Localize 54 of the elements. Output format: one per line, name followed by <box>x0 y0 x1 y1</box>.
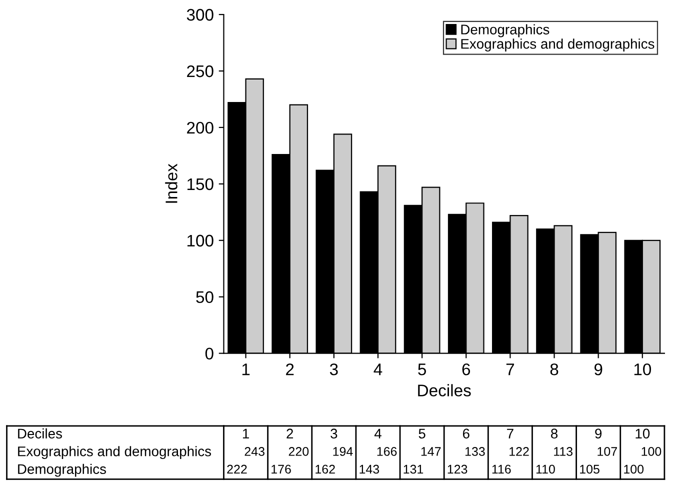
y-tick-label: 200 <box>187 122 214 134</box>
data-label: 220 <box>288 447 309 456</box>
x-tick-label: 9 <box>594 363 602 376</box>
x-tick-label: 4 <box>374 364 382 376</box>
data-label: 100 <box>642 447 662 456</box>
data-label: 162 <box>316 464 335 474</box>
data-label: 116 <box>492 464 511 474</box>
y-tick-label: 100 <box>187 234 214 247</box>
y-tick-label: 150 <box>187 178 214 190</box>
legend-label: Demographics <box>461 24 550 38</box>
y-axis-title: Index <box>165 164 178 203</box>
text: Exographics and demographics <box>18 446 212 460</box>
y-tick-label: 300 <box>186 8 214 21</box>
data-label: 176 <box>272 464 291 474</box>
category-label: 7 <box>507 428 514 438</box>
data-label: 243 <box>244 447 264 456</box>
category-label: 4 <box>374 428 382 438</box>
y-tick-label: 0 <box>205 348 214 360</box>
data-label: 131 <box>404 464 424 474</box>
x-axis-title: Deciles <box>418 384 471 396</box>
text: Deciles <box>18 428 62 439</box>
category-label: 6 <box>462 428 470 439</box>
x-tick-label: 8 <box>550 363 558 376</box>
y-tick-label: 250 <box>187 65 214 78</box>
x-tick-label: 3 <box>330 363 338 376</box>
x-tick-label: 5 <box>418 364 426 376</box>
category-label: 1 <box>242 428 249 438</box>
data-label: 194 <box>333 447 353 456</box>
category-label: 9 <box>595 428 602 439</box>
category-label: 8 <box>551 428 558 439</box>
x-tick-label: 2 <box>286 363 294 376</box>
data-label: 105 <box>580 464 600 474</box>
data-label: 147 <box>421 447 441 456</box>
category-label: 5 <box>418 428 426 439</box>
category-label: 10 <box>636 428 650 439</box>
legend-label: Exographics and demographics <box>461 38 654 52</box>
y-tick-label: 50 <box>196 291 214 304</box>
data-label: 123 <box>448 464 468 474</box>
category-label: 3 <box>330 428 338 439</box>
data-label: 122 <box>510 447 529 456</box>
data-label: 143 <box>360 464 380 474</box>
x-tick-label: 1 <box>242 364 250 376</box>
data-label: 107 <box>598 447 617 456</box>
x-tick-label: 6 <box>462 363 470 376</box>
x-tick-label: 7 <box>506 364 514 376</box>
data-label: 222 <box>227 464 247 474</box>
data-label: 133 <box>465 447 485 456</box>
category-label: 2 <box>286 428 294 438</box>
text: Demographics <box>18 464 106 477</box>
data-label: 110 <box>536 464 555 474</box>
data-label: 166 <box>377 447 397 456</box>
data-label: 113 <box>554 447 572 456</box>
x-tick-label: 10 <box>634 363 652 376</box>
data-label: 100 <box>624 464 644 474</box>
